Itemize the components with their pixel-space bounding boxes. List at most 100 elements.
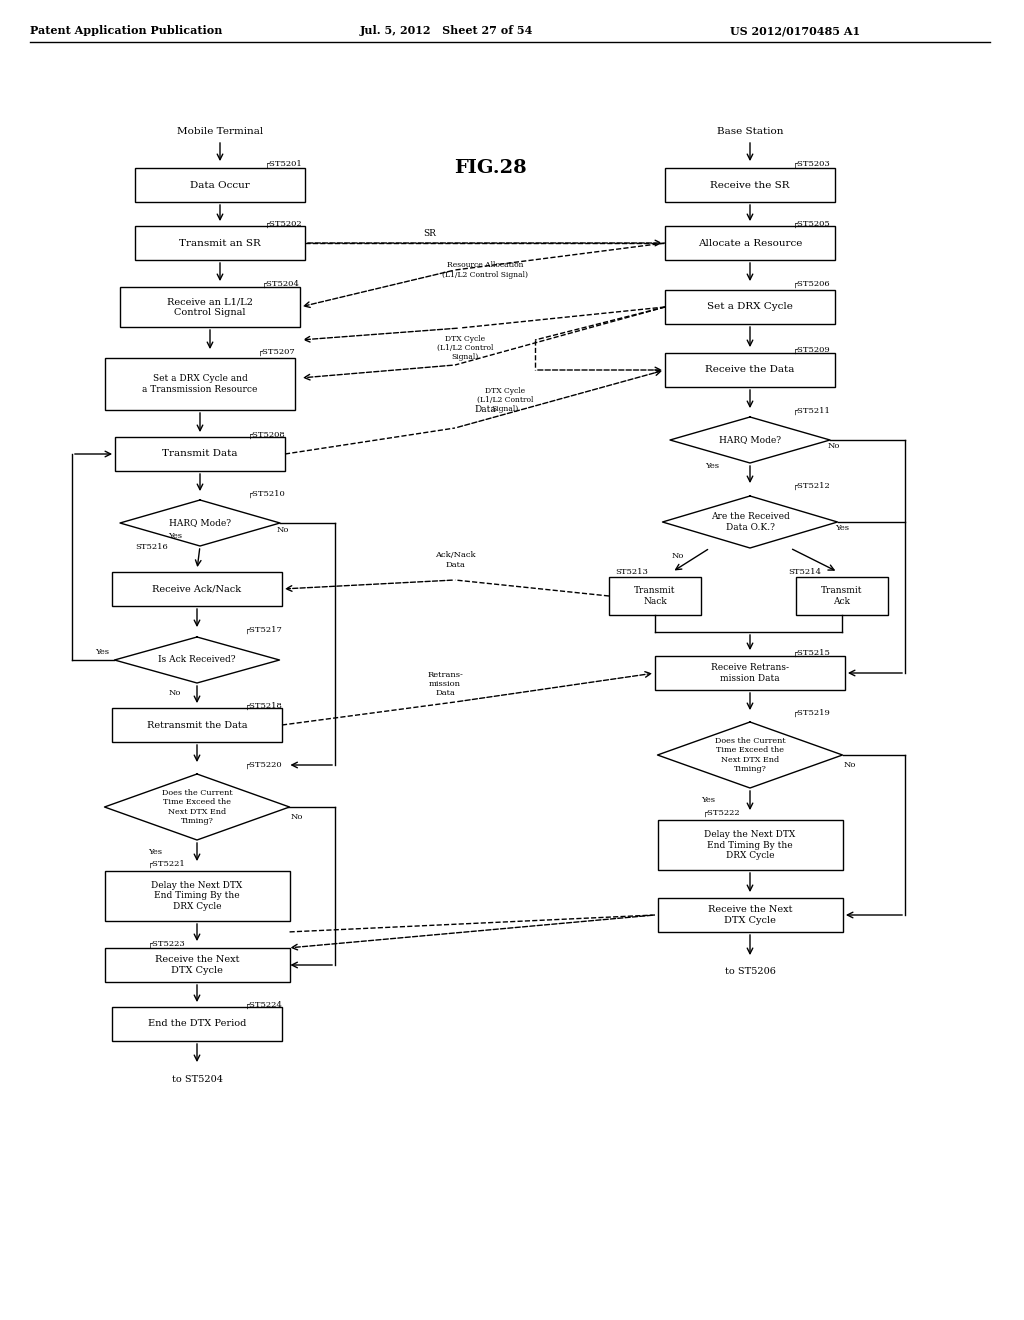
Text: to ST5206: to ST5206 xyxy=(725,968,775,977)
Polygon shape xyxy=(115,638,280,682)
FancyBboxPatch shape xyxy=(112,572,282,606)
Text: ┌ST5212: ┌ST5212 xyxy=(793,482,830,490)
Text: Yes: Yes xyxy=(835,524,849,532)
Text: ST5213: ST5213 xyxy=(615,568,648,576)
Text: ┌ST5224: ┌ST5224 xyxy=(245,1001,283,1008)
FancyBboxPatch shape xyxy=(796,577,888,615)
Text: Allocate a Resource: Allocate a Resource xyxy=(697,239,802,248)
Text: No: No xyxy=(169,689,181,697)
Text: Resource Allocation
(L1/L2 Control Signal): Resource Allocation (L1/L2 Control Signa… xyxy=(442,261,528,279)
Text: Transmit
Ack: Transmit Ack xyxy=(821,586,863,606)
Polygon shape xyxy=(657,722,843,788)
Text: ┌ST5202: ┌ST5202 xyxy=(265,220,303,228)
Text: No: No xyxy=(276,525,289,535)
Text: End the DTX Period: End the DTX Period xyxy=(147,1019,246,1028)
Text: Set a DRX Cycle and
a Transmission Resource: Set a DRX Cycle and a Transmission Resou… xyxy=(142,375,258,393)
FancyBboxPatch shape xyxy=(112,1007,282,1041)
Text: ┌ST5211: ┌ST5211 xyxy=(793,407,830,414)
Text: ┌ST5207: ┌ST5207 xyxy=(258,348,296,356)
Text: ST5214: ST5214 xyxy=(788,568,821,576)
FancyBboxPatch shape xyxy=(104,871,290,921)
Text: ┌ST5204: ┌ST5204 xyxy=(262,280,300,288)
FancyBboxPatch shape xyxy=(105,358,295,411)
Text: Are the Received
Data O.K.?: Are the Received Data O.K.? xyxy=(711,512,790,532)
Polygon shape xyxy=(663,496,838,548)
Text: DTX Cycle
(L1/L2 Control
Signal): DTX Cycle (L1/L2 Control Signal) xyxy=(437,335,494,362)
Text: ┌ST5220: ┌ST5220 xyxy=(245,762,283,770)
Text: Yes: Yes xyxy=(148,847,162,855)
Text: Yes: Yes xyxy=(705,462,719,470)
Text: ┌ST5221: ┌ST5221 xyxy=(148,859,185,869)
FancyBboxPatch shape xyxy=(665,168,835,202)
Text: No: No xyxy=(827,442,840,450)
Text: Receive the Next
DTX Cycle: Receive the Next DTX Cycle xyxy=(155,956,240,974)
Text: Transmit
Nack: Transmit Nack xyxy=(634,586,676,606)
Text: ┌ST5205: ┌ST5205 xyxy=(793,220,830,228)
FancyBboxPatch shape xyxy=(135,168,305,202)
Text: Receive Ack/Nack: Receive Ack/Nack xyxy=(153,585,242,594)
Text: ┌ST5201: ┌ST5201 xyxy=(265,160,303,168)
Polygon shape xyxy=(670,417,830,463)
Text: SR: SR xyxy=(424,230,436,239)
Text: No: No xyxy=(672,552,684,560)
Text: to ST5204: to ST5204 xyxy=(171,1076,222,1085)
FancyBboxPatch shape xyxy=(655,656,845,690)
Text: No: No xyxy=(291,813,303,821)
Text: ┌ST5203: ┌ST5203 xyxy=(793,160,830,168)
Text: FIG.28: FIG.28 xyxy=(454,158,526,177)
Text: Ack/Nack
Data: Ack/Nack Data xyxy=(434,552,475,569)
Text: ┌ST5219: ┌ST5219 xyxy=(793,709,830,717)
Text: No: No xyxy=(844,762,856,770)
Text: Retrans-
mission
Data: Retrans- mission Data xyxy=(427,671,463,697)
Text: Does the Current
Time Exceed the
Next DTX End
Timing?: Does the Current Time Exceed the Next DT… xyxy=(162,789,232,825)
Text: HARQ Mode?: HARQ Mode? xyxy=(169,519,231,528)
Text: HARQ Mode?: HARQ Mode? xyxy=(719,436,781,445)
Text: Delay the Next DTX
End Timing By the
DRX Cycle: Delay the Next DTX End Timing By the DRX… xyxy=(152,882,243,911)
Text: Delay the Next DTX
End Timing By the
DRX Cycle: Delay the Next DTX End Timing By the DRX… xyxy=(705,830,796,859)
Text: ┌ST5206: ┌ST5206 xyxy=(793,280,830,288)
Text: ┌ST5215: ┌ST5215 xyxy=(793,649,830,657)
Text: Yes: Yes xyxy=(95,648,109,656)
Text: Yes: Yes xyxy=(168,532,182,540)
Text: Receive the Next
DTX Cycle: Receive the Next DTX Cycle xyxy=(708,906,793,925)
Text: Transmit Data: Transmit Data xyxy=(162,450,238,458)
Text: ┌ST5217: ┌ST5217 xyxy=(245,626,283,634)
Text: Set a DRX Cycle: Set a DRX Cycle xyxy=(707,302,793,312)
Text: Is Ack Received?: Is Ack Received? xyxy=(159,656,236,664)
FancyBboxPatch shape xyxy=(665,226,835,260)
Text: Receive an L1/L2
Control Signal: Receive an L1/L2 Control Signal xyxy=(167,297,253,317)
FancyBboxPatch shape xyxy=(104,948,290,982)
Text: Receive the Data: Receive the Data xyxy=(706,366,795,375)
FancyBboxPatch shape xyxy=(657,898,843,932)
Text: Yes: Yes xyxy=(701,796,715,804)
Text: US 2012/0170485 A1: US 2012/0170485 A1 xyxy=(730,25,860,36)
Text: ST5216: ST5216 xyxy=(135,543,168,550)
Text: DTX Cycle
(L1/L2 Control
Signal): DTX Cycle (L1/L2 Control Signal) xyxy=(477,387,534,413)
FancyBboxPatch shape xyxy=(609,577,701,615)
FancyBboxPatch shape xyxy=(665,290,835,323)
FancyBboxPatch shape xyxy=(120,286,300,327)
Text: Data Occur: Data Occur xyxy=(190,181,250,190)
Text: Retransmit the Data: Retransmit the Data xyxy=(146,721,247,730)
Text: ┌ST5210: ┌ST5210 xyxy=(248,490,286,498)
Text: ┌ST5223: ┌ST5223 xyxy=(148,940,185,948)
Text: ┌ST5218: ┌ST5218 xyxy=(245,702,283,710)
FancyBboxPatch shape xyxy=(665,352,835,387)
Text: Transmit an SR: Transmit an SR xyxy=(179,239,261,248)
Text: ┌ST5222: ┌ST5222 xyxy=(703,809,740,817)
FancyBboxPatch shape xyxy=(657,820,843,870)
Text: ┌ST5209: ┌ST5209 xyxy=(793,346,830,354)
FancyBboxPatch shape xyxy=(135,226,305,260)
Text: Mobile Terminal: Mobile Terminal xyxy=(177,128,263,136)
Text: Does the Current
Time Exceed the
Next DTX End
Timing?: Does the Current Time Exceed the Next DT… xyxy=(715,737,785,772)
Text: Receive the SR: Receive the SR xyxy=(711,181,790,190)
Text: Data: Data xyxy=(474,405,496,414)
Polygon shape xyxy=(104,774,290,840)
Text: Patent Application Publication: Patent Application Publication xyxy=(30,25,222,36)
FancyBboxPatch shape xyxy=(112,708,282,742)
Polygon shape xyxy=(120,500,280,546)
Text: Base Station: Base Station xyxy=(717,128,783,136)
Text: Jul. 5, 2012   Sheet 27 of 54: Jul. 5, 2012 Sheet 27 of 54 xyxy=(360,25,534,36)
Text: Receive Retrans-
mission Data: Receive Retrans- mission Data xyxy=(711,663,790,682)
FancyBboxPatch shape xyxy=(115,437,285,471)
